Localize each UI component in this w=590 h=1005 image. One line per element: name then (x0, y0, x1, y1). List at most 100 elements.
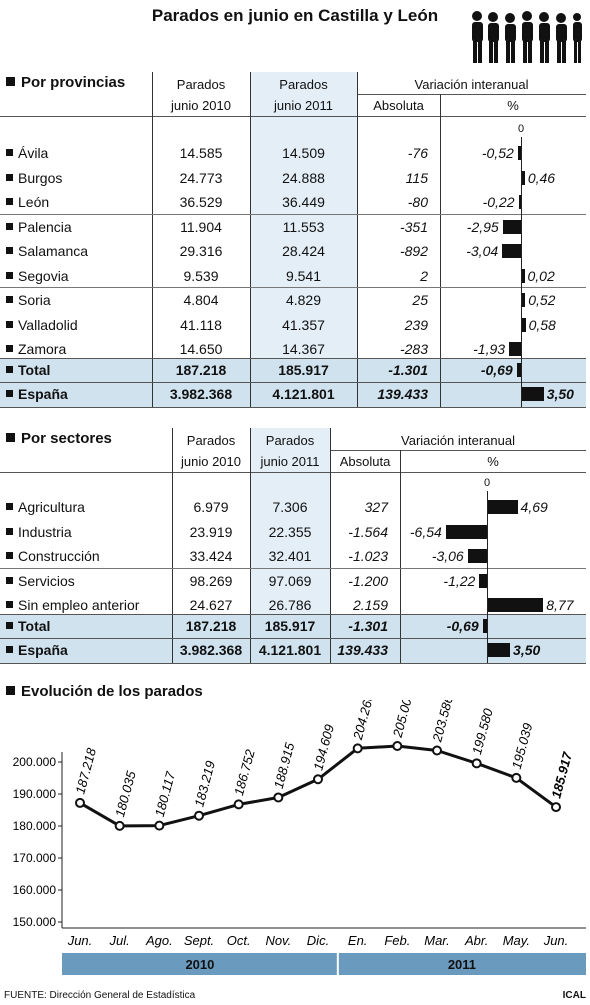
data-label: 180.117 (152, 769, 179, 818)
cell-variacion-absoluta: -1.023 (348, 548, 388, 564)
sect-section-title-text: Por sectores (21, 430, 112, 447)
x-tick-label: Mar. (424, 933, 450, 948)
section-square-icon (6, 433, 15, 442)
data-point (233, 799, 244, 810)
data-point (313, 774, 323, 785)
bullet-icon (6, 527, 13, 535)
data-label: 185.917 (548, 750, 575, 800)
bullet-icon (6, 576, 13, 584)
row-label: España (6, 642, 68, 658)
row-label: Burgos (6, 170, 62, 186)
row-label: Total (6, 618, 50, 634)
cell-parados-2011: 22.355 (268, 523, 312, 540)
header-sub-line (357, 94, 586, 95)
bullet-icon (6, 503, 13, 510)
cell-parados-2010: 6.979 (193, 499, 229, 515)
pct-label: 0,58 (528, 316, 556, 333)
zero-label: 0 (483, 477, 491, 489)
x-tick-label: Dic. (307, 933, 329, 948)
data-label: 194.609 (310, 723, 337, 772)
column-divider (357, 72, 358, 407)
row-label: Sin empleo anterior (6, 597, 139, 613)
x-tick-label: Ago. (145, 933, 173, 948)
bullet-icon (6, 173, 13, 181)
pct-bar (502, 219, 521, 234)
header-2010-line2: junio 2010 (181, 454, 241, 469)
row-name: Sin empleo anterior (18, 597, 140, 613)
header-absoluta: Absoluta (339, 454, 391, 469)
section-square-icon (6, 77, 15, 86)
cell-parados-2011: 14.367 (282, 341, 325, 357)
data-point (432, 745, 442, 756)
header-bottom-line (0, 116, 586, 117)
data-point (471, 758, 482, 769)
year-label: 2010 (185, 957, 214, 972)
row-name: Burgos (18, 169, 63, 186)
cell-parados-2011: 36.449 (282, 194, 325, 210)
cell-parados-2011: 26.786 (268, 597, 312, 613)
header-variacion: Variación interanual (414, 77, 529, 92)
row-name: Total (18, 361, 51, 378)
bullet-icon (6, 365, 13, 373)
pct-bar (467, 549, 487, 563)
cell-parados-2010: 36.529 (179, 194, 223, 210)
cell-variacion-absoluta: 139.433 (337, 642, 388, 658)
y-tick-label: 150.000 (13, 915, 57, 929)
data-point (154, 820, 165, 831)
pct-bar (518, 195, 521, 209)
table-bottom-line (0, 406, 586, 408)
bullet-icon (6, 320, 13, 328)
cell-parados-2010: 11.904 (180, 218, 222, 235)
row-label: Soria (6, 292, 51, 308)
x-tick-label: Oct. (227, 933, 251, 948)
bullet-icon (6, 646, 13, 653)
prov-section-title: Por provincias (6, 74, 125, 91)
bullet-icon (6, 390, 13, 397)
espana-line (0, 638, 586, 639)
pct-label: 4,69 (520, 499, 548, 515)
cell-parados-2010: 9.539 (183, 267, 219, 284)
pct-bar (516, 362, 521, 377)
year-band-2010 (62, 953, 337, 975)
cell-variacion-absoluta: 115 (405, 169, 428, 186)
group-separator (0, 567, 586, 569)
cell-variacion-absoluta: -80 (407, 194, 428, 210)
espana-line (0, 382, 586, 383)
pct-bar (502, 244, 521, 258)
pct-label: 0,46 (527, 169, 556, 186)
data-label: 183.219 (191, 759, 218, 808)
row-label: Zamora (6, 341, 66, 357)
header-2011-line2: junio 2011 (273, 98, 334, 113)
bullet-icon (6, 552, 13, 559)
row-label: Construcción (6, 548, 100, 564)
y-tick-label: 160.000 (13, 883, 57, 897)
pct-bar (522, 317, 526, 332)
row-name: España (18, 642, 68, 658)
row-name: Segovia (18, 267, 69, 284)
cell-parados-2011: 97.069 (268, 572, 312, 589)
header-2010-line2: junio 2010 (171, 98, 231, 113)
cell-parados-2011: 185.917 (264, 617, 316, 634)
pct-bar (522, 293, 526, 307)
evolution-line-chart: 200.000 190.000 180.000 170.000 160.000 150.0… (13, 700, 586, 975)
data-point (194, 810, 204, 821)
data-label: 199.580 (469, 706, 496, 756)
sect-section-title: Por sectores (6, 430, 112, 447)
cell-parados-2011: 185.917 (278, 361, 329, 378)
cell-parados-2011: 24.888 (282, 169, 325, 186)
cell-parados-2010: 14.585 (179, 145, 223, 161)
pct-bar (488, 643, 511, 657)
row-name: León (18, 194, 50, 210)
pct-label: 8,77 (546, 597, 574, 613)
cell-parados-2010: 187.218 (185, 617, 237, 634)
row-name: España (18, 386, 68, 402)
column-divider (152, 72, 153, 407)
pct-bar (488, 500, 518, 514)
bullet-icon (6, 149, 13, 156)
header-sub-line (330, 450, 586, 451)
column-divider (400, 450, 401, 663)
cell-variacion-absoluta: 327 (364, 499, 388, 515)
bullet-icon (6, 247, 13, 254)
cell-parados-2011: 32.401 (268, 548, 312, 564)
row-name: Salamanca (18, 243, 89, 259)
